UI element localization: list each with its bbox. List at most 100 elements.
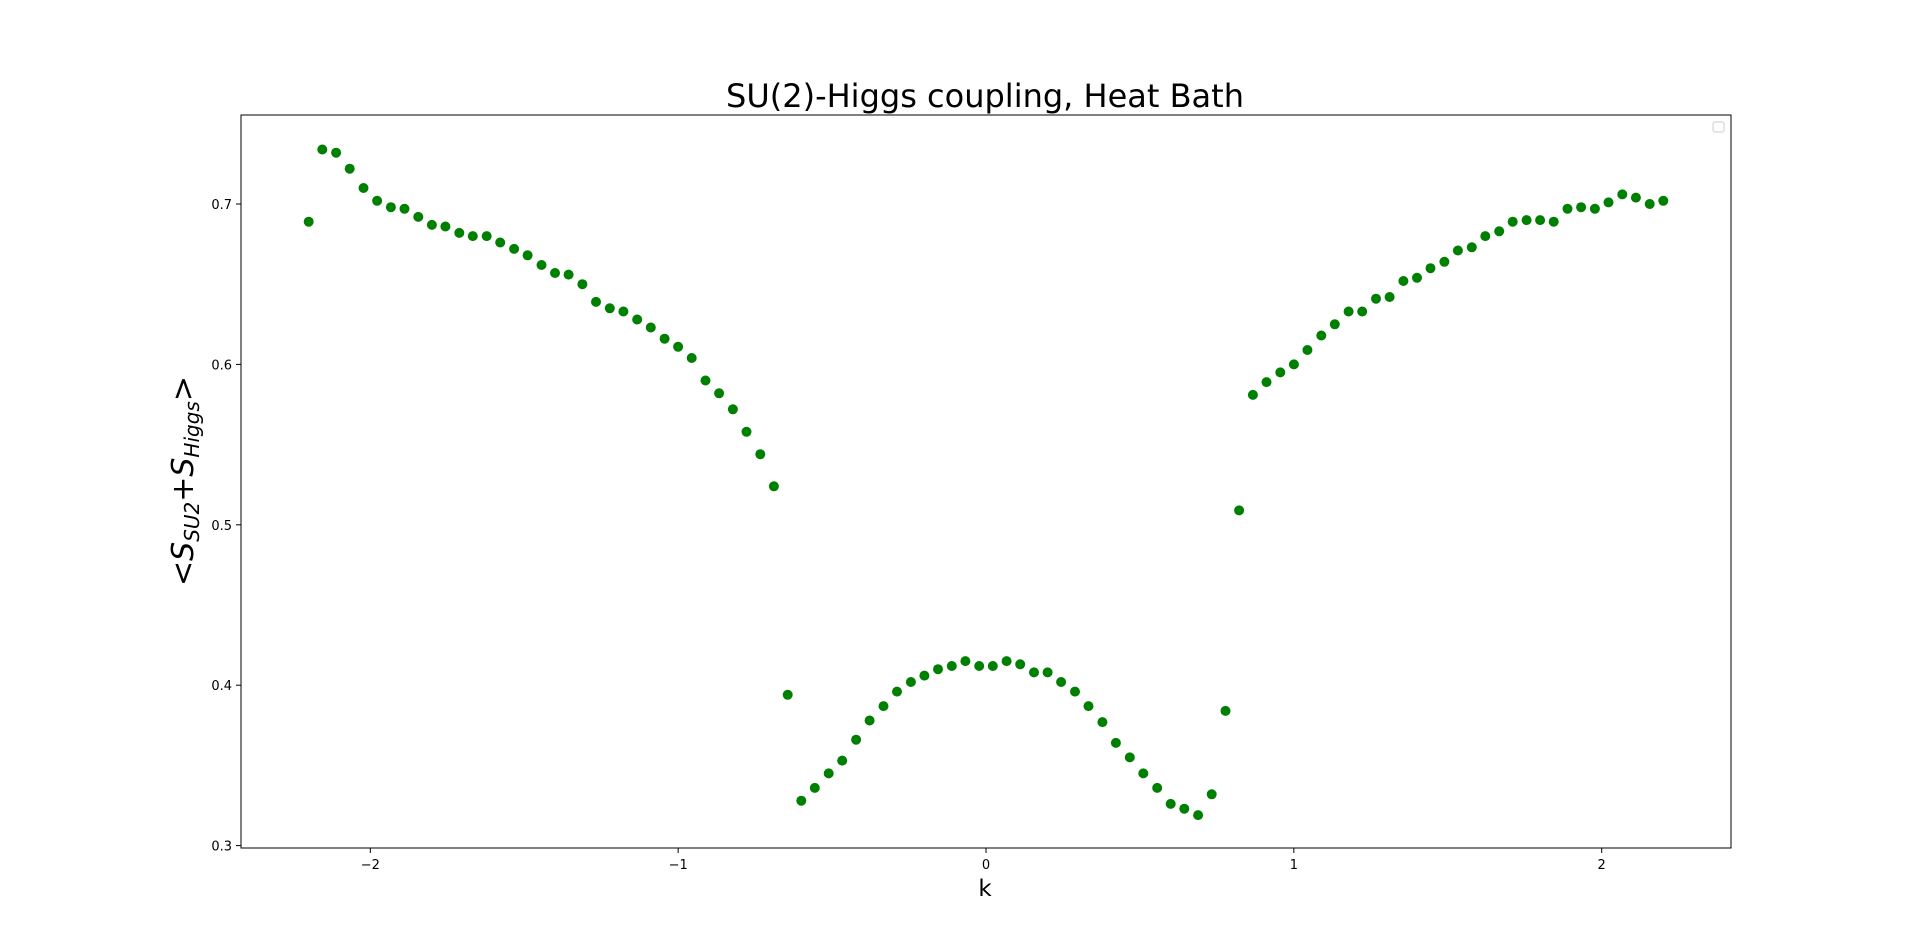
data-point <box>522 250 533 261</box>
data-point <box>604 303 615 314</box>
data-point <box>933 664 943 675</box>
data-point <box>851 734 862 745</box>
data-point <box>550 268 560 278</box>
data-point <box>837 755 848 766</box>
data-point <box>1384 292 1395 302</box>
data-point <box>1015 659 1026 670</box>
data-point <box>1589 203 1600 214</box>
data-point <box>591 296 601 307</box>
y-label-s1-sub: SU2 <box>180 502 204 542</box>
data-point <box>1343 306 1354 317</box>
data-point <box>1220 705 1231 716</box>
data-point <box>1302 345 1313 355</box>
data-point <box>782 689 793 700</box>
data-point <box>1617 189 1628 200</box>
data-point <box>946 661 957 671</box>
data-point <box>1247 389 1258 400</box>
y-label-plus: + <box>166 477 201 502</box>
data-point <box>1329 319 1340 330</box>
y-label-s2: S <box>166 458 201 477</box>
data-point <box>1138 768 1149 779</box>
data-point <box>1110 737 1121 748</box>
data-point <box>823 768 834 779</box>
data-point <box>344 163 355 174</box>
data-point <box>1630 192 1641 203</box>
data-point <box>1658 195 1669 206</box>
data-point <box>1070 686 1080 697</box>
y-axis-label: <SSU2+SHiggs> <box>166 376 204 586</box>
data-point <box>399 203 410 214</box>
data-point <box>331 147 342 158</box>
data-point <box>467 231 478 242</box>
data-point <box>755 449 766 460</box>
data-point <box>1398 276 1409 286</box>
data-point <box>1165 798 1176 809</box>
data-point <box>905 677 916 687</box>
data-point <box>1576 202 1587 213</box>
data-point <box>1371 293 1381 304</box>
data-point <box>1124 752 1135 763</box>
data-point <box>317 144 328 155</box>
x-tick-label: 2 <box>1598 858 1606 873</box>
data-point <box>1097 717 1108 728</box>
data-point <box>1562 203 1573 214</box>
x-tick-label: −1 <box>669 858 688 873</box>
y-axis-ticks: 0.3 0.4 0.5 0.6 0.7 <box>211 198 241 855</box>
legend-box <box>1712 121 1725 133</box>
data-point <box>1412 272 1422 283</box>
data-point <box>481 231 492 242</box>
data-point <box>659 333 670 344</box>
data-point <box>1029 667 1039 678</box>
data-points <box>303 144 1669 821</box>
data-point <box>426 219 437 230</box>
data-point <box>1056 677 1067 687</box>
data-point <box>1535 215 1546 226</box>
data-point <box>741 426 752 437</box>
data-point <box>632 314 643 325</box>
data-point <box>673 341 684 352</box>
data-point <box>1425 263 1436 274</box>
data-point <box>1042 667 1053 678</box>
data-point <box>919 670 930 681</box>
data-point <box>1261 377 1272 388</box>
data-point <box>413 211 424 222</box>
y-tick-label: 0.7 <box>211 198 232 213</box>
data-point <box>1548 216 1559 227</box>
x-axis-label: k <box>978 876 992 902</box>
data-point <box>1193 810 1204 821</box>
data-point <box>372 195 383 206</box>
data-point <box>1521 215 1532 226</box>
data-point <box>645 322 656 333</box>
data-point <box>440 221 451 232</box>
data-point <box>1288 359 1299 370</box>
data-point <box>303 216 314 227</box>
data-point <box>960 656 971 667</box>
data-point <box>686 353 697 363</box>
y-tick-label: 0.4 <box>211 679 232 694</box>
data-point <box>1001 656 1012 667</box>
y-tick-label: 0.5 <box>211 519 232 534</box>
data-point <box>727 404 738 415</box>
data-point <box>1234 505 1245 516</box>
data-point <box>454 227 465 238</box>
y-label-s2-sub: Higgs <box>180 401 204 457</box>
x-tick-label: 1 <box>1290 858 1298 873</box>
data-point <box>1644 199 1655 209</box>
data-point <box>1603 197 1614 208</box>
y-tick-label: 0.3 <box>211 840 232 855</box>
chart-title: SU(2)-Higgs coupling, Heat Bath <box>726 77 1244 115</box>
data-point <box>577 279 588 290</box>
data-point <box>700 375 711 386</box>
x-axis-ticks: −2 −1 0 1 2 <box>361 848 1606 873</box>
data-point <box>1507 216 1518 227</box>
data-point <box>509 243 520 254</box>
data-point <box>1494 226 1505 237</box>
plot-frame <box>240 114 1732 849</box>
data-point <box>1179 803 1190 814</box>
data-point <box>495 237 506 248</box>
data-point <box>1316 330 1327 341</box>
y-label-close: > <box>166 376 201 401</box>
data-point <box>1357 306 1368 317</box>
